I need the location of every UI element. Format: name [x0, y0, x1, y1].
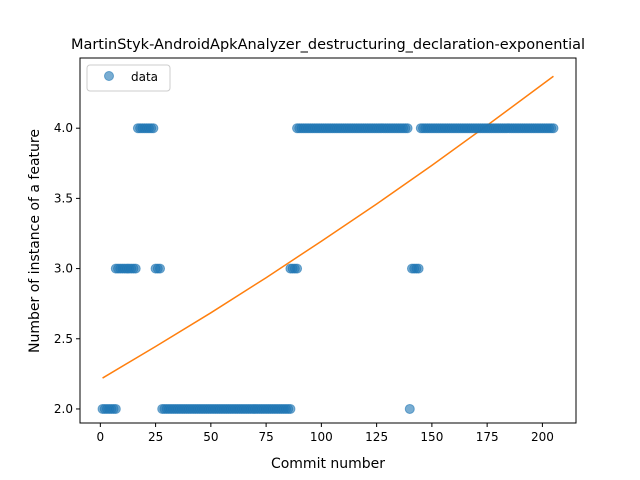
x-tick-label: 175	[476, 430, 499, 444]
x-tick-label: 50	[203, 430, 218, 444]
data-point	[130, 263, 141, 274]
data-point	[404, 403, 415, 414]
x-tick-label: 0	[97, 430, 105, 444]
legend-label-data: data	[131, 70, 158, 84]
y-axis: 2.0 2.5 3.0 3.5 4.0	[54, 121, 80, 416]
data-point	[548, 123, 559, 134]
x-tick-label: 125	[365, 430, 388, 444]
plot-area	[79, 57, 577, 424]
fit-line	[102, 75, 554, 379]
y-axis-label: Number of instance of a feature	[27, 129, 43, 353]
legend: data	[86, 64, 171, 92]
y-tick-label: 2.5	[54, 332, 73, 346]
y-tick-label: 3.5	[54, 191, 73, 205]
legend-marker-data	[104, 71, 114, 81]
data-point	[402, 123, 413, 134]
x-axis-label: Commit number	[271, 456, 385, 472]
y-tick-label: 4.0	[54, 121, 73, 135]
x-tick-label: 200	[531, 430, 554, 444]
data-point	[292, 263, 303, 274]
scatter-points	[97, 123, 559, 414]
data-point	[155, 263, 166, 274]
chart-title: MartinStyk-AndroidApkAnalyzer_destructur…	[71, 37, 585, 53]
x-tick-label: 75	[258, 430, 273, 444]
y-tick-label: 2.0	[54, 402, 73, 416]
x-tick-label: 100	[310, 430, 333, 444]
data-point	[413, 263, 424, 274]
fit-line-layer	[102, 75, 554, 379]
data-point	[110, 403, 121, 414]
data-point	[148, 123, 159, 134]
x-tick-label: 150	[420, 430, 443, 444]
y-tick-label: 3.0	[54, 262, 73, 276]
x-axis: 0 25 50 75 100 125 150 175 200	[97, 423, 554, 444]
data-point	[285, 403, 296, 414]
x-tick-label: 25	[148, 430, 163, 444]
